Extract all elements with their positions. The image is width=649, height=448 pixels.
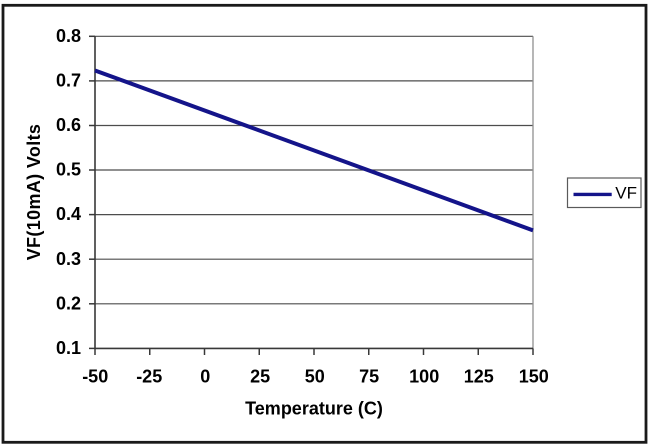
- svg-text:VF(10mA) Volts: VF(10mA) Volts: [24, 124, 44, 261]
- svg-text:0.6: 0.6: [56, 115, 81, 135]
- svg-text:VF: VF: [615, 183, 637, 202]
- svg-text:0.5: 0.5: [56, 160, 81, 180]
- svg-text:150: 150: [519, 366, 549, 386]
- svg-text:0.4: 0.4: [56, 204, 81, 224]
- svg-text:Temperature (C): Temperature (C): [245, 398, 383, 418]
- svg-text:50: 50: [305, 366, 325, 386]
- svg-text:125: 125: [464, 366, 494, 386]
- svg-text:25: 25: [250, 366, 270, 386]
- svg-text:100: 100: [409, 366, 439, 386]
- svg-text:0: 0: [200, 366, 210, 386]
- svg-text:0.8: 0.8: [56, 26, 81, 46]
- svg-text:-50: -50: [82, 366, 108, 386]
- svg-text:0.2: 0.2: [56, 293, 81, 313]
- svg-text:75: 75: [359, 366, 379, 386]
- svg-text:-25: -25: [136, 366, 162, 386]
- svg-text:0.3: 0.3: [56, 249, 81, 269]
- svg-text:0.1: 0.1: [56, 338, 81, 358]
- svg-text:0.7: 0.7: [56, 71, 81, 91]
